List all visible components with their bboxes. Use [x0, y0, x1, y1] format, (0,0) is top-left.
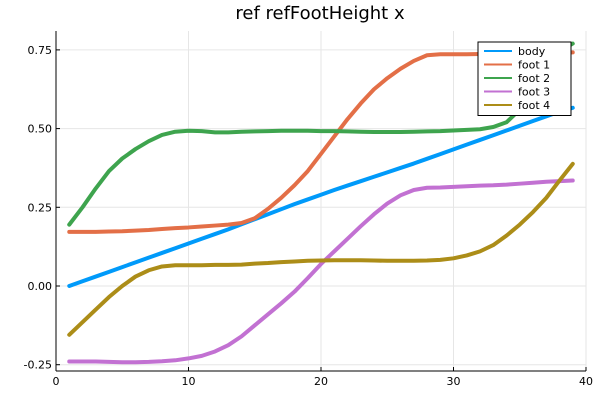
y-tick-label: 0.75	[28, 44, 53, 57]
y-tick-label: 0.50	[28, 123, 53, 136]
series-line-foot-3	[67, 178, 575, 365]
legend-label: foot 1	[518, 59, 550, 72]
x-axis-ticks: 0 10 20 30 40	[53, 367, 593, 388]
legend-label: body	[518, 45, 546, 58]
series-line-foot-4	[67, 161, 575, 337]
y-tick-label: 0.00	[28, 280, 53, 293]
x-tick-label: 0	[53, 375, 60, 388]
x-tick-label: 20	[314, 375, 328, 388]
series-layer	[67, 41, 575, 365]
x-tick-label: 30	[447, 375, 461, 388]
chart-title: ref refFootHeight x	[235, 3, 405, 24]
series-line-body	[67, 105, 575, 288]
y-axis-ticks: -0.25 0.00 0.25 0.50 0.75	[24, 44, 60, 372]
x-tick-label: 40	[579, 375, 593, 388]
y-tick-label: 0.25	[28, 201, 53, 214]
legend-label: foot 3	[518, 86, 550, 99]
legend-label: foot 4	[518, 99, 550, 112]
y-tick-label: -0.25	[24, 359, 52, 372]
x-tick-label: 10	[182, 375, 196, 388]
series-line-foot-2	[67, 41, 575, 227]
legend-label: foot 2	[518, 72, 550, 85]
